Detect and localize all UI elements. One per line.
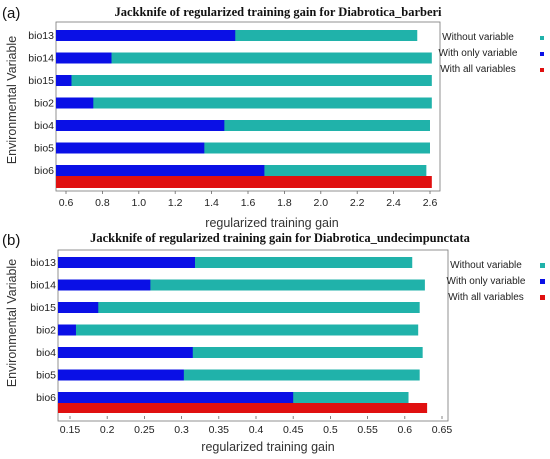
x-tick-label: 0.3 — [174, 424, 189, 436]
bar-without-bio14 — [58, 279, 425, 291]
panel-a: (a) Jackknife of regularized training ga… — [2, 5, 544, 230]
panel-b-label: (b) — [2, 232, 20, 249]
panel-a-xlabel: regularized training gain — [205, 216, 338, 230]
bar-without-bio4 — [58, 347, 423, 358]
category-label-bio5: bio5 — [34, 143, 54, 155]
bar-without-bio2 — [58, 324, 419, 336]
legend-entry-label: With only variable — [439, 48, 518, 59]
bar-without-bio15 — [56, 75, 432, 86]
category-label-bio6: bio6 — [36, 392, 56, 404]
category-label-bio2: bio2 — [36, 325, 56, 337]
bar-with-only-bio13 — [58, 257, 195, 268]
legend-swatch — [540, 52, 544, 56]
x-tick-label: 0.6 — [397, 424, 412, 436]
category-label-bio13: bio13 — [30, 257, 56, 269]
x-tick-label: 0.35 — [209, 424, 230, 436]
panel-b-x-ticks: 0.15 0.2 0.25 0.3 0.35 0.4 0.45 0.5 0.55 0.6 0.65 — [60, 416, 453, 436]
bar-with-only-bio4 — [58, 347, 193, 358]
bar-without-bio4 — [56, 120, 430, 131]
bar-with-only-bio2 — [58, 324, 76, 336]
x-tick-label: 2.4 — [386, 197, 401, 209]
bar-with-only-bio13 — [56, 30, 236, 41]
panel-a-category-labels: bio13 bio14 bio15 bio2 bio4 bio5 bio6 — [28, 30, 54, 177]
bar-with-only-bio15 — [56, 75, 72, 86]
legend-swatch — [540, 68, 544, 72]
legend-entry-label: With all variables — [440, 64, 516, 75]
category-label-bio14: bio14 — [28, 53, 54, 65]
x-tick-label: 0.15 — [60, 424, 81, 436]
x-tick-label: 0.2 — [100, 424, 115, 436]
x-tick-label: 1.2 — [168, 197, 183, 209]
bar-without-bio2 — [56, 97, 432, 109]
panel-b-bars — [58, 257, 428, 413]
legend-entry-label: Without variable — [450, 260, 522, 271]
x-tick-label: 1.0 — [131, 197, 146, 209]
category-label-bio6: bio6 — [34, 165, 54, 177]
bar-with-only-bio15 — [58, 302, 99, 313]
category-label-bio4: bio4 — [36, 347, 56, 359]
category-label-bio14: bio14 — [30, 280, 56, 292]
category-label-bio2: bio2 — [34, 98, 54, 110]
x-tick-label: 0.65 — [432, 424, 453, 436]
bar-with-only-bio4 — [56, 120, 225, 131]
legend-swatch — [540, 279, 545, 284]
panel-a-ylabel: Environmental Variable — [5, 36, 19, 164]
legend-swatch — [540, 295, 545, 300]
bar-with-only-bio6 — [58, 392, 294, 403]
category-label-bio13: bio13 — [28, 30, 54, 42]
panel-a-bars — [56, 30, 432, 188]
panel-a-label: (a) — [2, 5, 20, 22]
panel-b-xlabel: regularized training gain — [201, 440, 334, 454]
bar-with-only-bio5 — [56, 142, 205, 154]
legend-entry-label: Without variable — [442, 32, 514, 43]
bar-without-bio5 — [58, 369, 420, 381]
legend-swatch — [540, 36, 544, 40]
bar-with-all-variables — [56, 176, 432, 188]
bar-with-only-bio2 — [56, 97, 94, 109]
bar-with-only-bio5 — [58, 369, 184, 381]
x-tick-label: 1.8 — [277, 197, 292, 209]
panel-a-x-ticks: 0.6 0.8 1.0 1.2 1.4 1.6 1.8 2.0 2.2 2.4 2.6 — [59, 191, 438, 209]
panel-a-title: Jackknife of regularized training gain f… — [114, 5, 442, 19]
x-tick-label: 2.0 — [313, 197, 328, 209]
panel-b: (b) Jackknife of regularized training ga… — [2, 231, 545, 454]
x-tick-label: 0.4 — [249, 424, 264, 436]
bar-without-bio14 — [56, 52, 432, 64]
x-tick-label: 1.4 — [204, 197, 219, 209]
x-tick-label: 0.8 — [95, 197, 110, 209]
panel-a-legend: Without variable With only variable With a… — [439, 32, 544, 75]
legend-entry-label: With only variable — [447, 276, 526, 287]
panel-b-legend: Without variable With only variable With a… — [447, 260, 545, 303]
panel-b-title: Jackknife of regularized training gain f… — [90, 231, 471, 245]
x-tick-label: 2.2 — [350, 197, 365, 209]
x-tick-label: 2.6 — [423, 197, 438, 209]
panel-b-ylabel: Environmental Variable — [5, 259, 19, 387]
category-label-bio4: bio4 — [34, 120, 54, 132]
category-label-bio15: bio15 — [30, 302, 56, 314]
bar-with-only-bio6 — [56, 165, 265, 176]
legend-entry-label: With all variables — [448, 292, 524, 303]
category-label-bio15: bio15 — [28, 75, 54, 87]
x-tick-label: 0.5 — [323, 424, 338, 436]
category-label-bio5: bio5 — [36, 370, 56, 382]
panel-b-category-labels: bio13 bio14 bio15 bio2 bio4 bio5 bio6 — [30, 257, 56, 404]
x-tick-label: 0.6 — [59, 197, 74, 209]
x-tick-label: 0.45 — [283, 424, 304, 436]
bar-without-bio15 — [58, 302, 420, 313]
bar-with-only-bio14 — [58, 279, 151, 291]
bar-with-only-bio14 — [56, 52, 112, 64]
x-tick-label: 0.55 — [357, 424, 378, 436]
bar-with-all-variables — [58, 403, 428, 413]
bar-without-bio13 — [58, 257, 413, 268]
legend-swatch — [540, 263, 545, 268]
bar-without-bio5 — [56, 142, 430, 154]
x-tick-label: 1.6 — [241, 197, 256, 209]
x-tick-label: 0.25 — [134, 424, 155, 436]
bar-without-bio13 — [56, 30, 418, 41]
